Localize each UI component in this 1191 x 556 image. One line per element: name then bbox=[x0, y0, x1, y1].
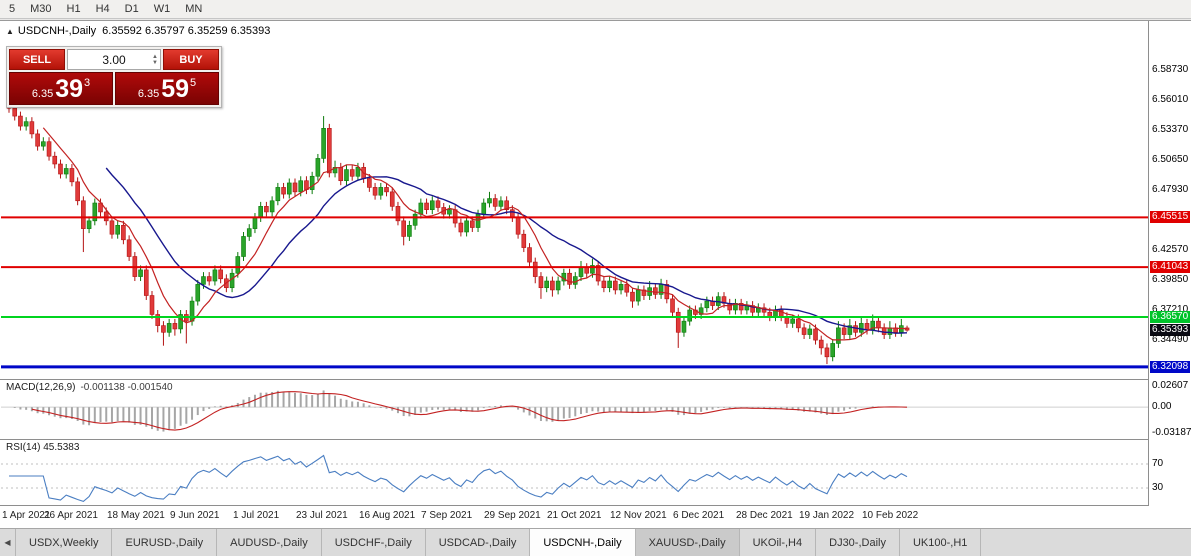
price-axis-label: 70 bbox=[1152, 458, 1164, 469]
sell-price-point: 3 bbox=[84, 76, 91, 89]
price-axis-label: 6.42570 bbox=[1152, 244, 1189, 255]
buy-price-point: 5 bbox=[190, 76, 197, 89]
chart-tab-dj30-daily[interactable]: DJ30-,Daily bbox=[816, 529, 900, 556]
timeframe-button-5[interactable]: 5 bbox=[9, 3, 16, 15]
price-axis-label: 6.56010 bbox=[1152, 94, 1189, 105]
timeframe-toolbar: 5 M30 H1 H4 D1 W1 MN bbox=[0, 0, 1191, 19]
price-axis[interactable]: 6.58730 6.56010 6.53370 6.50650 6.47930 6.455… bbox=[1149, 21, 1191, 528]
macd-name: MACD(12,26,9) bbox=[6, 382, 76, 393]
timeframe-button-w1[interactable]: W1 bbox=[153, 3, 171, 15]
timeframe-button-h1[interactable]: H1 bbox=[66, 3, 81, 15]
chart-tab-usdcad-daily[interactable]: USDCAD-,Daily bbox=[426, 529, 531, 556]
sell-price-base: 6.35 bbox=[31, 87, 54, 100]
macd-indicator-label: MACD(12,26,9) -0.001138 -0.001540 bbox=[6, 382, 173, 393]
chart-tab-ukoil-h4[interactable]: UKOil-,H4 bbox=[740, 529, 817, 556]
date-axis-label: 12 Nov 2021 bbox=[610, 510, 667, 521]
chart-header: ▲ USDCNH-,Daily 6.35592 6.35797 6.35259 6.… bbox=[6, 25, 270, 37]
price-axis-label: -0.03187 bbox=[1152, 427, 1191, 438]
chart-tab-xauusd-daily[interactable]: XAUUSD-,Daily bbox=[635, 529, 740, 556]
price-axis-label: 6.45515 bbox=[1150, 211, 1191, 223]
volume-stepper[interactable]: ▲ ▼ bbox=[152, 50, 158, 69]
chart-tab-usdchf-daily[interactable]: USDCHF-,Daily bbox=[322, 529, 426, 556]
date-axis[interactable]: 1 Apr 2021 26 Apr 2021 18 May 2021 9 Jun 20… bbox=[0, 506, 1148, 528]
price-axis-label: 0.02607 bbox=[1152, 380, 1189, 391]
price-axis-label: 0.00 bbox=[1152, 401, 1172, 412]
buy-price-button[interactable]: 6.35 59 5 bbox=[115, 72, 219, 105]
chart-symbol-label: USDCNH-,Daily bbox=[17, 25, 97, 37]
chart-tab-eurusd-daily[interactable]: EURUSD-,Daily bbox=[112, 529, 218, 556]
price-axis-label: 6.34490 bbox=[1152, 334, 1189, 345]
buy-button[interactable]: BUY bbox=[163, 49, 219, 70]
volume-value: 3.00 bbox=[102, 52, 126, 67]
chart-window: ▲ USDCNH-,Daily 6.35592 6.35797 6.35259 6.… bbox=[0, 20, 1191, 528]
date-axis-label: 1 Jul 2021 bbox=[233, 510, 280, 521]
price-axis-label: 30 bbox=[1152, 482, 1164, 493]
volume-down-icon[interactable]: ▼ bbox=[152, 59, 158, 66]
macd-values: -0.001138 -0.001540 bbox=[80, 382, 173, 393]
tab-scroll-left-icon[interactable]: ◀ bbox=[0, 529, 16, 556]
expand-panel-icon[interactable]: ▲ bbox=[6, 27, 14, 36]
date-axis-label: 21 Oct 2021 bbox=[547, 510, 602, 521]
date-axis-label: 23 Jul 2021 bbox=[296, 510, 348, 521]
macd-plot[interactable] bbox=[1, 380, 1148, 438]
date-axis-label: 1 Apr 2021 bbox=[2, 510, 51, 521]
volume-up-icon[interactable]: ▲ bbox=[152, 53, 158, 60]
rsi-plot[interactable] bbox=[1, 440, 1148, 504]
price-axis-label: 6.50650 bbox=[1152, 154, 1189, 165]
price-axis-label: 6.35393 bbox=[1150, 324, 1191, 336]
buy-price-pips: 59 bbox=[161, 74, 190, 103]
price-axis-label: 6.36570 bbox=[1150, 311, 1191, 323]
date-axis-label: 26 Apr 2021 bbox=[44, 510, 98, 521]
price-axis-label: 6.58730 bbox=[1152, 64, 1189, 75]
sell-button[interactable]: SELL bbox=[9, 49, 65, 70]
chart-ohlc-values: 6.35592 6.35797 6.35259 6.35393 bbox=[102, 25, 271, 37]
price-axis-label: 6.39850 bbox=[1152, 274, 1189, 285]
date-axis-label: 19 Jan 2022 bbox=[799, 510, 855, 521]
price-axis-divider bbox=[1148, 21, 1149, 506]
chart-tab-usdcnh-daily[interactable]: USDCNH-,Daily bbox=[530, 529, 636, 556]
price-axis-label: 6.47930 bbox=[1152, 184, 1189, 195]
rsi-name: RSI(14) 45.5383 bbox=[6, 442, 80, 453]
chart-tab-uk100-h1[interactable]: UK100-,H1 bbox=[900, 529, 982, 556]
sell-price-pips: 39 bbox=[55, 74, 84, 103]
price-chart-plot[interactable] bbox=[1, 22, 1148, 378]
date-axis-label: 10 Feb 2022 bbox=[862, 510, 919, 521]
chart-tab-audusd-daily[interactable]: AUDUSD-,Daily bbox=[217, 529, 322, 556]
price-axis-label: 6.41043 bbox=[1150, 261, 1191, 273]
date-axis-label: 16 Aug 2021 bbox=[359, 510, 416, 521]
date-axis-divider bbox=[0, 505, 1148, 506]
sell-price-button[interactable]: 6.35 39 3 bbox=[9, 72, 113, 105]
chart-tab-usdx-weekly[interactable]: USDX,Weekly bbox=[16, 529, 113, 556]
volume-field[interactable]: 3.00 ▲ ▼ bbox=[67, 49, 161, 70]
timeframe-button-mn[interactable]: MN bbox=[185, 3, 203, 15]
rsi-panel-splitter[interactable] bbox=[0, 439, 1148, 440]
price-axis-label: 6.32098 bbox=[1150, 361, 1191, 373]
date-axis-label: 29 Sep 2021 bbox=[484, 510, 541, 521]
macd-panel-splitter[interactable] bbox=[0, 379, 1148, 380]
timeframe-button-h4[interactable]: H4 bbox=[95, 3, 110, 15]
price-axis-label: 6.53370 bbox=[1152, 124, 1189, 135]
timeframe-button-m30[interactable]: M30 bbox=[30, 3, 52, 15]
buy-price-base: 6.35 bbox=[137, 87, 160, 100]
rsi-indicator-label: RSI(14) 45.5383 bbox=[6, 442, 79, 453]
date-axis-label: 7 Sep 2021 bbox=[421, 510, 473, 521]
chart-tab-bar: ◀ USDX,Weekly EURUSD-,Daily AUDUSD-,Daily U… bbox=[0, 528, 1191, 556]
date-axis-label: 9 Jun 2021 bbox=[170, 510, 220, 521]
timeframe-button-d1[interactable]: D1 bbox=[124, 3, 139, 15]
date-axis-label: 28 Dec 2021 bbox=[736, 510, 793, 521]
one-click-trading-panel: SELL 3.00 ▲ ▼ BUY 6.35 39 3 6.35 59 5 bbox=[6, 46, 222, 108]
date-axis-label: 6 Dec 2021 bbox=[673, 510, 725, 521]
date-axis-label: 18 May 2021 bbox=[107, 510, 165, 521]
price-axis-label: 6.37210 bbox=[1152, 304, 1189, 315]
